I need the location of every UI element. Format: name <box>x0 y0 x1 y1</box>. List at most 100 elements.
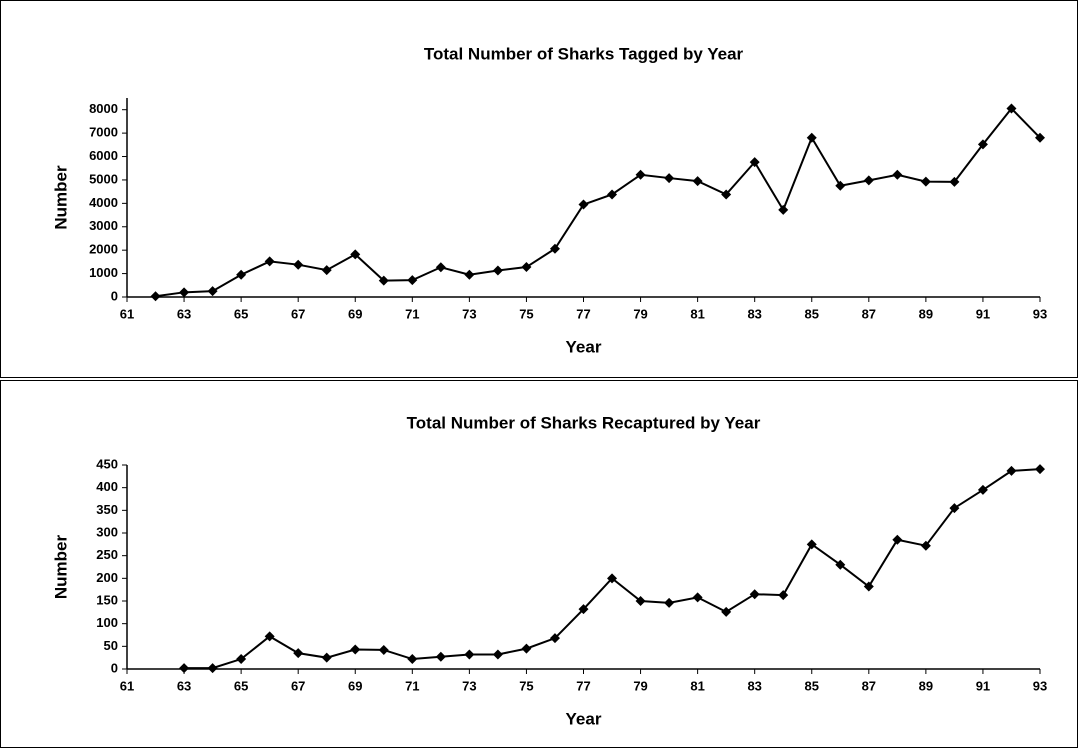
y-tick-label: 4000 <box>89 195 118 210</box>
x-axis-label: Year <box>566 337 602 356</box>
x-tick-label: 71 <box>405 678 419 693</box>
x-tick-label: 69 <box>348 678 362 693</box>
data-point <box>664 173 675 184</box>
data-point <box>521 643 532 654</box>
x-tick-label: 87 <box>862 306 876 321</box>
data-point <box>607 573 618 584</box>
x-tick-label: 91 <box>976 678 990 693</box>
y-tick-label: 300 <box>96 524 118 539</box>
x-tick-label: 65 <box>234 306 248 321</box>
data-point <box>435 262 446 273</box>
x-tick-label: 63 <box>177 678 191 693</box>
y-tick-label: 1000 <box>89 265 118 280</box>
data-point <box>207 663 218 674</box>
data-point <box>207 286 218 297</box>
data-point <box>407 654 418 665</box>
x-tick-label: 61 <box>120 306 134 321</box>
x-tick-label: 87 <box>862 678 876 693</box>
x-tick-label: 79 <box>633 678 647 693</box>
data-point <box>635 169 646 180</box>
x-tick-label: 63 <box>177 306 191 321</box>
x-tick-label: 83 <box>747 678 761 693</box>
data-point <box>635 596 646 606</box>
data-point <box>977 484 988 495</box>
data-point <box>578 199 589 210</box>
x-tick-label: 77 <box>576 678 590 693</box>
x-tick-label: 75 <box>519 306 533 321</box>
data-point <box>892 534 903 545</box>
x-tick-label: 91 <box>976 306 990 321</box>
data-point <box>977 139 988 150</box>
data-line <box>155 107 1041 298</box>
x-tick-label: 81 <box>690 306 704 321</box>
x-tick-label: 93 <box>1033 306 1047 321</box>
y-tick-label: 6000 <box>89 148 118 163</box>
data-point <box>1006 103 1017 114</box>
data-point <box>835 559 846 570</box>
chart-title: Total Number of Sharks Tagged by Year <box>424 44 744 63</box>
chart-title: Total Number of Sharks Recaptured by Yea… <box>407 413 761 432</box>
data-point <box>1035 132 1045 143</box>
data-point <box>264 256 275 267</box>
data-point <box>806 539 817 550</box>
data-point <box>464 269 475 280</box>
x-tick-label: 77 <box>576 306 590 321</box>
data-point <box>293 259 304 270</box>
y-tick-label: 350 <box>96 502 118 517</box>
y-tick-label: 0 <box>111 288 118 303</box>
x-tick-label: 79 <box>633 306 647 321</box>
data-point <box>778 590 789 601</box>
y-tick-label: 200 <box>96 570 118 585</box>
x-tick-label: 67 <box>291 306 305 321</box>
data-point <box>949 503 960 514</box>
data-point <box>378 644 389 655</box>
y-tick-label: 100 <box>96 615 118 630</box>
data-point <box>179 663 190 674</box>
y-tick-label: 250 <box>96 547 118 562</box>
x-tick-label: 93 <box>1033 678 1047 693</box>
data-point <box>778 204 789 215</box>
x-tick-label: 81 <box>690 678 704 693</box>
data-point <box>664 597 675 608</box>
data-point <box>521 262 532 273</box>
y-tick-label: 400 <box>96 479 118 494</box>
data-point <box>350 249 361 260</box>
x-axis-label: Year <box>566 709 602 728</box>
data-point <box>264 631 275 642</box>
data-point <box>464 649 475 660</box>
x-tick-label: 85 <box>805 306 819 321</box>
y-tick-label: 2000 <box>89 242 118 257</box>
data-point <box>492 265 503 276</box>
x-tick-label: 73 <box>462 678 476 693</box>
data-point <box>721 606 732 617</box>
data-point <box>378 275 389 286</box>
y-tick-label: 5000 <box>89 171 118 186</box>
data-point <box>920 540 931 551</box>
x-tick-label: 85 <box>805 678 819 693</box>
panel-border <box>0 380 1078 748</box>
data-point <box>321 265 332 276</box>
x-tick-label: 69 <box>348 306 362 321</box>
x-tick-label: 73 <box>462 306 476 321</box>
x-tick-label: 61 <box>120 678 134 693</box>
data-point <box>692 592 703 603</box>
data-point <box>236 269 247 280</box>
y-tick-label: 7000 <box>89 125 118 140</box>
data-point <box>435 651 446 662</box>
data-point <box>578 604 589 615</box>
data-point <box>179 287 190 298</box>
data-point <box>1006 465 1017 476</box>
data-point <box>407 275 418 286</box>
data-point <box>806 132 817 143</box>
data-point <box>863 581 874 592</box>
y-tick-label: 0 <box>111 660 118 675</box>
data-point <box>150 291 161 302</box>
data-point <box>721 189 732 200</box>
data-line <box>184 468 1041 670</box>
data-point <box>920 176 931 187</box>
data-point <box>749 157 760 168</box>
y-tick-label: 50 <box>104 638 118 653</box>
x-tick-label: 83 <box>747 306 761 321</box>
